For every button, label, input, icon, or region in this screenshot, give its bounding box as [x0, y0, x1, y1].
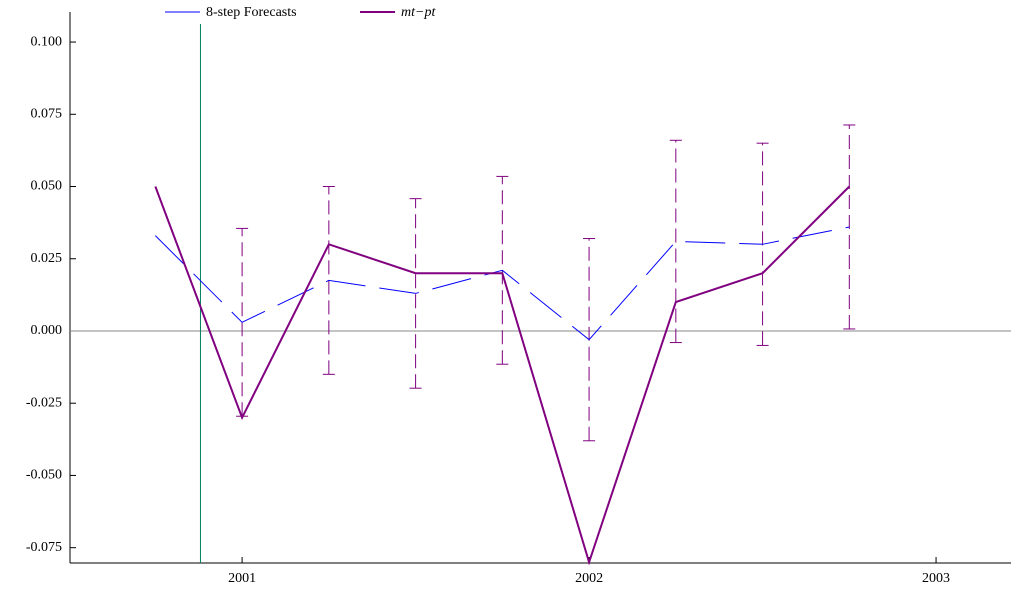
y-tick-label: 0.025 — [31, 251, 63, 266]
y-tick-label: 0.075 — [31, 107, 63, 122]
legend-label: mt−pt — [401, 5, 436, 20]
y-tick-label: -0.025 — [26, 395, 62, 410]
legend-label: 8-step Forecasts — [206, 5, 297, 20]
x-tick-label: 2003 — [922, 571, 950, 586]
y-tick-label: -0.050 — [26, 468, 62, 483]
y-tick-label: -0.075 — [26, 540, 62, 555]
x-tick-label: 2001 — [228, 571, 256, 586]
x-tick-label: 2002 — [575, 571, 603, 586]
error-bar — [409, 198, 422, 389]
series-line — [155, 226, 850, 341]
error-bar — [669, 139, 682, 344]
y-tick-label: 0.100 — [31, 34, 63, 49]
y-tick-label: 0.000 — [31, 323, 63, 338]
y-tick-label: 0.050 — [31, 179, 63, 194]
series-line — [154, 185, 851, 566]
